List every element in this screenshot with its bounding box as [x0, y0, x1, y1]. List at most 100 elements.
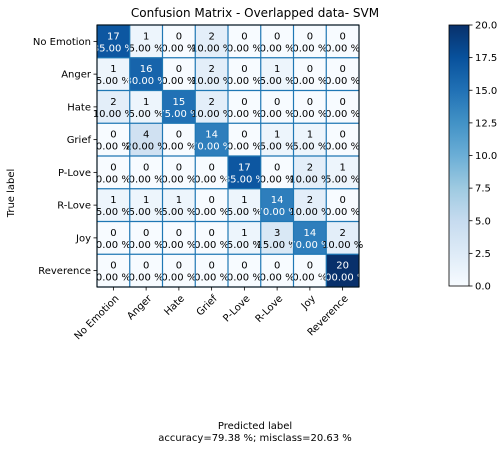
cell-percent-0-1: 5.00 %: [129, 43, 164, 54]
cell-count-2-0: 2: [110, 97, 116, 108]
cell-count-7-5: 0: [274, 261, 280, 272]
cell-percent-5-2: 5.00 %: [161, 207, 196, 218]
x-tick-label-1: Anger: [125, 293, 154, 322]
colorbar-tick-label-5: 12.5: [475, 118, 497, 129]
colorbar-tick-label-4: 10.0: [475, 151, 497, 162]
cell-percent-6-1: 0.00 %: [129, 240, 164, 251]
x-tick-label-0: No Emotion: [73, 293, 122, 342]
cell-count-0-2: 0: [176, 31, 182, 42]
y-tick-label-0: No Emotion: [33, 37, 91, 48]
cell-count-5-4: 1: [241, 195, 247, 206]
cell-count-6-0: 0: [110, 228, 116, 239]
cell-count-5-0: 1: [110, 195, 116, 206]
cell-count-4-1: 0: [143, 162, 149, 173]
cell-count-5-1: 1: [143, 195, 149, 206]
cell-count-5-3: 0: [208, 195, 214, 206]
cell-percent-4-7: 5.00 %: [325, 174, 360, 185]
colorbar-tick-label-6: 15.0: [475, 86, 497, 97]
cell-count-1-7: 0: [339, 64, 345, 75]
y-tick-label-4: P-Love: [58, 168, 91, 179]
cell-percent-4-1: 0.00 %: [129, 174, 164, 185]
cell-percent-5-7: 0.00 %: [325, 207, 360, 218]
cell-count-1-2: 0: [176, 64, 182, 75]
cell-percent-5-3: 0.00 %: [194, 207, 229, 218]
cell-count-2-4: 0: [241, 97, 247, 108]
y-tick-label-6: Joy: [75, 233, 91, 244]
cell-percent-4-2: 0.00 %: [161, 174, 196, 185]
cell-percent-6-7: 10.00 %: [322, 240, 363, 251]
cell-percent-4-0: 0.00 %: [96, 174, 131, 185]
cell-percent-7-0: 0.00 %: [96, 273, 131, 284]
cell-count-6-3: 0: [208, 228, 214, 239]
cell-percent-6-3: 0.00 %: [194, 240, 229, 251]
cell-count-6-4: 1: [241, 228, 247, 239]
y-tick-label-5: R-Love: [57, 201, 91, 212]
cell-percent-1-5: 5.00 %: [260, 76, 295, 87]
cell-percent-2-6: 0.00 %: [292, 109, 327, 120]
cell-count-4-5: 0: [274, 162, 280, 173]
cell-count-7-0: 0: [110, 261, 116, 272]
y-tick-label-3: Grief: [67, 135, 92, 146]
x-tick-label-6: Joy: [299, 293, 318, 312]
x-axis-ticks: No Emotion Anger Hate Grief P-Love R-Love JoyR…: [73, 287, 351, 342]
cell-percent-1-4: 0.00 %: [227, 76, 262, 87]
cell-count-5-6: 2: [307, 195, 313, 206]
x-axis-label: Predicted label: [218, 421, 292, 432]
cell-count-7-1: 0: [143, 261, 149, 272]
cell-count-3-5: 1: [274, 130, 280, 141]
cell-count-0-0: 17: [107, 31, 120, 42]
cell-count-6-6: 14: [304, 228, 317, 239]
cell-count-5-7: 0: [339, 195, 345, 206]
cell-count-6-2: 0: [176, 228, 182, 239]
cell-count-4-0: 0: [110, 162, 116, 173]
cell-count-3-6: 1: [307, 130, 313, 141]
cell-percent-5-1: 5.00 %: [129, 207, 164, 218]
cell-count-0-4: 0: [241, 31, 247, 42]
cell-count-0-5: 0: [274, 31, 280, 42]
cell-count-6-1: 0: [143, 228, 149, 239]
cell-percent-3-4: 0.00 %: [227, 142, 262, 153]
cell-count-7-6: 0: [307, 261, 313, 272]
cell-count-0-1: 1: [143, 31, 149, 42]
colorbar-ticks: 0.0 2.5 5.0 7.5 10.0 12.5 15.0 17.5 20.0: [469, 21, 497, 293]
cell-percent-6-0: 0.00 %: [96, 240, 131, 251]
cell-count-3-0: 0: [110, 130, 116, 141]
cell-percent-3-5: 5.00 %: [260, 142, 295, 153]
colorbar: [449, 25, 469, 286]
cell-count-4-2: 0: [176, 162, 182, 173]
cell-count-0-3: 2: [208, 31, 214, 42]
cell-count-3-3: 14: [205, 130, 218, 141]
x-tick-label-4: P-Love: [221, 293, 252, 324]
cell-count-2-2: 15: [173, 97, 186, 108]
cell-count-1-0: 1: [110, 64, 116, 75]
cell-count-1-1: 16: [140, 64, 153, 75]
cell-count-1-5: 1: [274, 64, 280, 75]
cell-count-6-7: 2: [339, 228, 345, 239]
cell-percent-6-2: 0.00 %: [161, 240, 196, 251]
x-tick-label-2: Hate: [162, 293, 187, 318]
colorbar-tick-label-0: 0.0: [475, 282, 491, 293]
cell-count-5-2: 1: [176, 195, 182, 206]
cell-count-3-2: 0: [176, 130, 182, 141]
cell-count-2-3: 2: [208, 97, 214, 108]
cell-count-1-4: 0: [241, 64, 247, 75]
cell-count-2-1: 1: [143, 97, 149, 108]
colorbar-tick-label-1: 2.5: [475, 249, 491, 260]
y-axis-ticks: No EmotionAngerHateGriefP-LoveR-LoveJoyR…: [33, 37, 97, 277]
colorbar-tick-label-8: 20.0: [475, 21, 497, 32]
cell-count-1-6: 0: [307, 64, 313, 75]
chart-title: Confusion Matrix - Overlapped data- SVM: [131, 6, 379, 20]
y-tick-label-7: Reverence: [38, 266, 91, 277]
cell-count-4-7: 1: [339, 162, 345, 173]
cell-percent-3-6: 5.00 %: [292, 142, 327, 153]
cell-count-4-4: 17: [238, 162, 251, 173]
cell-count-2-7: 0: [339, 97, 345, 108]
cell-percent-1-6: 0.00 %: [292, 76, 327, 87]
cell-count-1-3: 2: [208, 64, 214, 75]
cell-percent-0-7: 0.00 %: [325, 43, 360, 54]
cell-count-7-2: 0: [176, 261, 182, 272]
colorbar-tick-label-7: 17.5: [475, 53, 497, 64]
cell-count-7-7: 20: [336, 261, 349, 272]
cell-count-3-7: 0: [339, 130, 345, 141]
cell-percent-0-5: 0.00 %: [260, 43, 295, 54]
